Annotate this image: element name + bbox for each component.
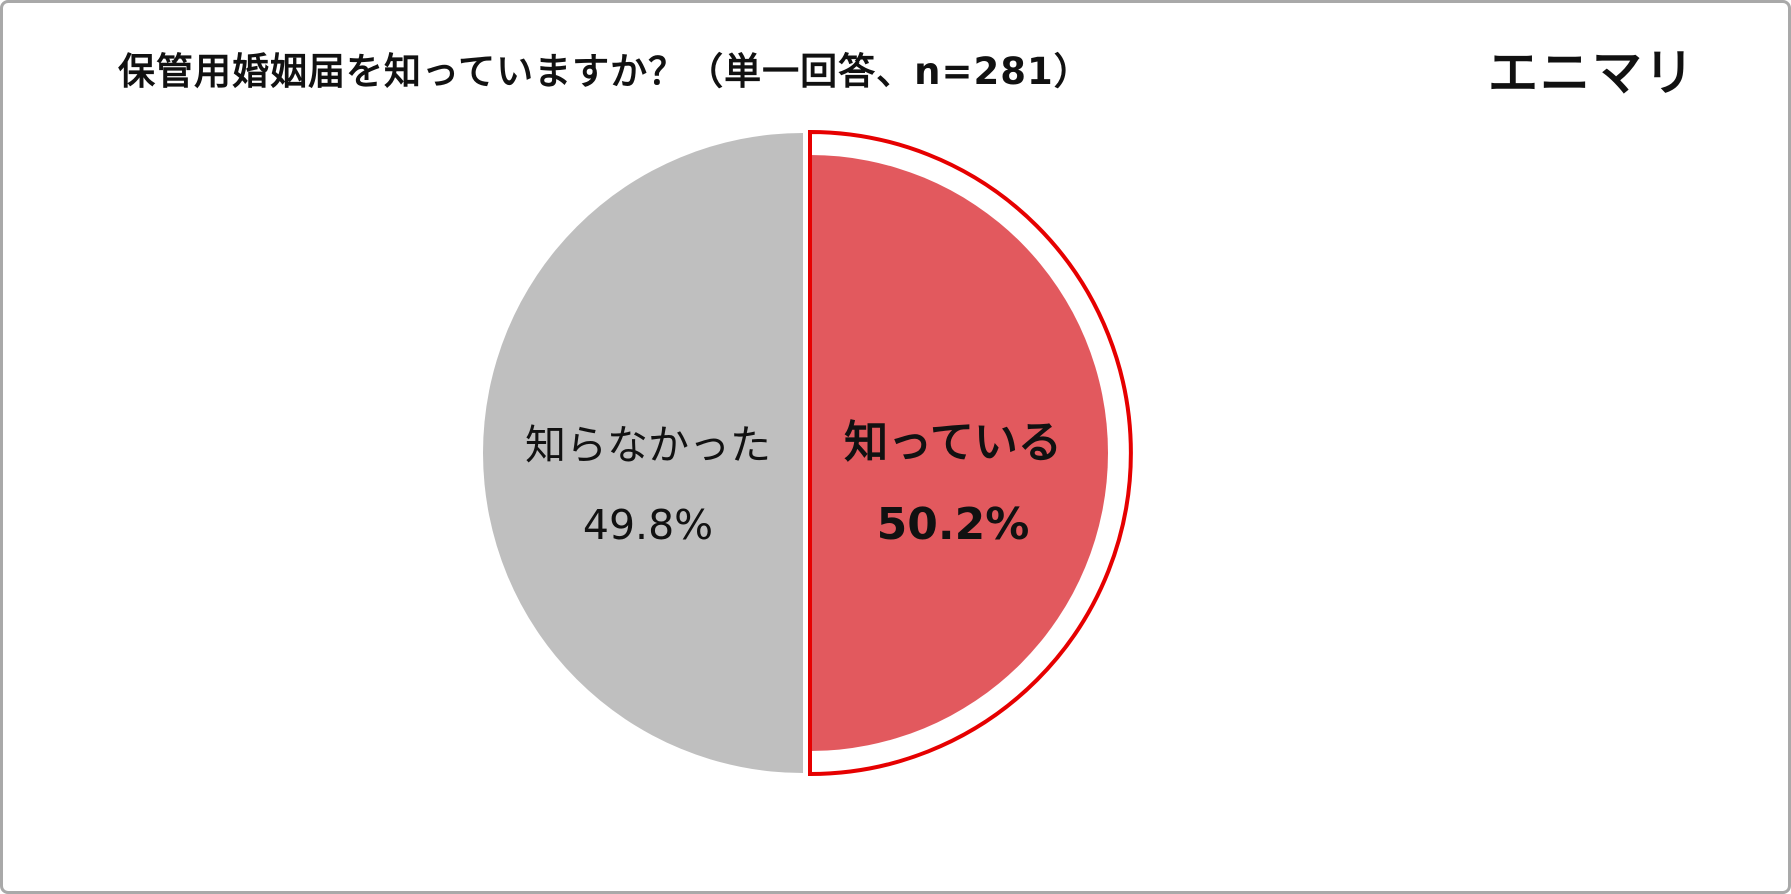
slice-pct-aware: 50.2% [876, 499, 1030, 550]
slice-label-unaware: 知らなかった [525, 421, 771, 469]
chart-title: 保管用婚姻届を知っていますか？（単一回答、n=281） [118, 50, 1092, 93]
slice-pct-unaware: 49.8% [582, 501, 714, 549]
pie-slice-aware-outline [808, 129, 1133, 777]
pie-slice-aware [810, 155, 1108, 751]
pie-slice-unaware [483, 133, 803, 773]
pie-chart [483, 129, 1133, 777]
brand-logo: エニマリ [1488, 44, 1696, 102]
slice-label-aware: 知っている [844, 417, 1062, 468]
